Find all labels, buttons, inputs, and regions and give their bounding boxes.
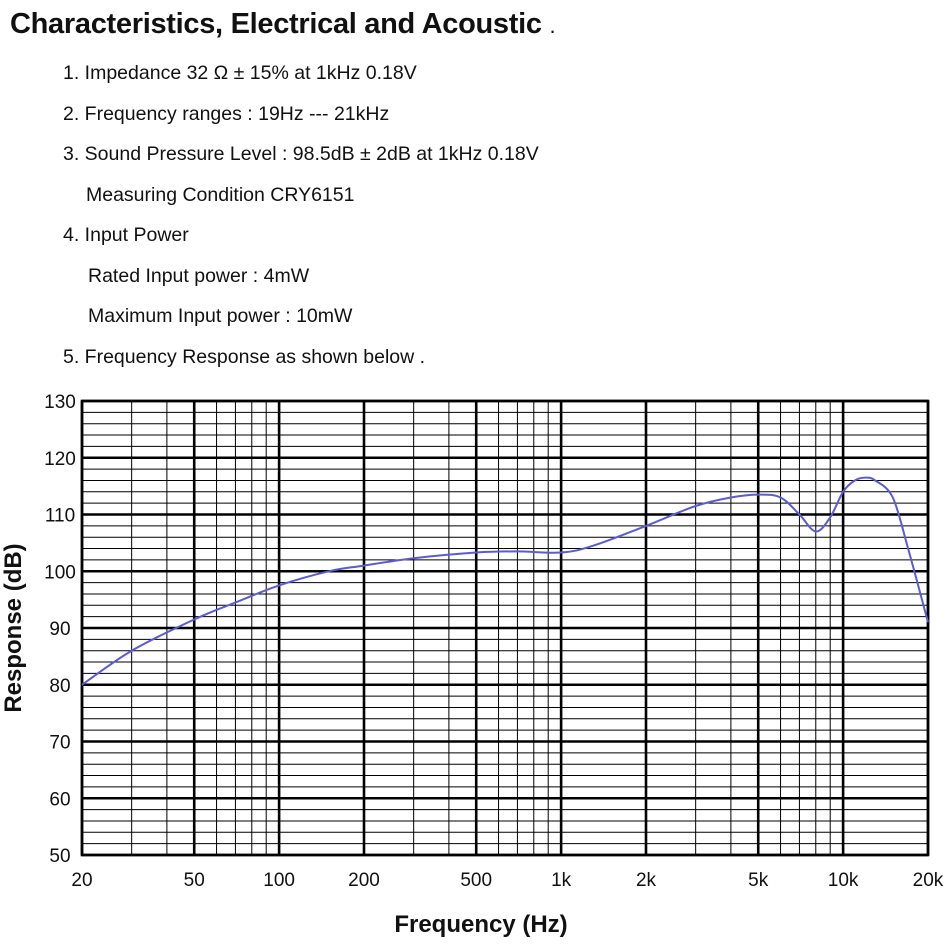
y-tick-label: 100 <box>44 562 76 583</box>
x-axis-label: Frequency (Hz) <box>394 911 567 938</box>
y-tick-label: 120 <box>44 449 76 470</box>
x-tick-label: 200 <box>348 870 380 891</box>
x-tick-label: 20 <box>71 870 92 891</box>
spec-impedance: 1. Impedance 32 Ω ± 15% at 1kHz 0.18V <box>63 62 417 84</box>
plot-frame <box>80 399 930 857</box>
x-tick-label: 10k <box>828 870 859 891</box>
y-axis-label: Response (dB) <box>0 543 27 712</box>
chart-series <box>81 476 929 686</box>
y-tick-label: 50 <box>49 846 70 867</box>
x-tick-label: 50 <box>184 870 205 891</box>
spec-input-power: 4. Input Power <box>63 224 189 246</box>
x-tick-label: 5k <box>748 870 769 891</box>
spec-sound-pressure-level: 3. Sound Pressure Level : 98.5dB ± 2dB a… <box>63 143 539 165</box>
x-tick-label: 20k <box>913 870 944 891</box>
response-curve <box>81 476 929 686</box>
spec-rated-input-power: Rated Input power : 4mW <box>88 265 310 287</box>
y-tick-label: 90 <box>49 619 70 640</box>
x-tick-label: 1k <box>551 870 572 891</box>
spec-frequency-range: 2. Frequency ranges : 19Hz --- 21kHz <box>63 103 390 125</box>
y-tick-label: 110 <box>45 506 75 527</box>
x-tick-label: 500 <box>460 870 492 891</box>
spec-measuring-condition: Measuring Condition CRY6151 <box>86 184 355 206</box>
spec-frequency-response: 5. Frequency Response as shown below . <box>63 346 426 368</box>
chart-grid <box>80 399 930 857</box>
y-tick-label: 80 <box>49 676 70 697</box>
page-title: Characteristics, Electrical and Acoustic… <box>10 8 556 41</box>
page-title-suffix: . <box>549 13 556 38</box>
y-tick-label: 130 <box>44 392 76 413</box>
y-tick-label: 70 <box>49 733 70 754</box>
x-tick-label: 2k <box>636 870 657 891</box>
spec-max-input-power: Maximum Input power : 10mW <box>88 305 353 327</box>
y-tick-label: 60 <box>49 789 70 810</box>
x-tick-label: 100 <box>263 870 295 891</box>
page-title-text: Characteristics, Electrical and Acoustic <box>10 8 542 40</box>
